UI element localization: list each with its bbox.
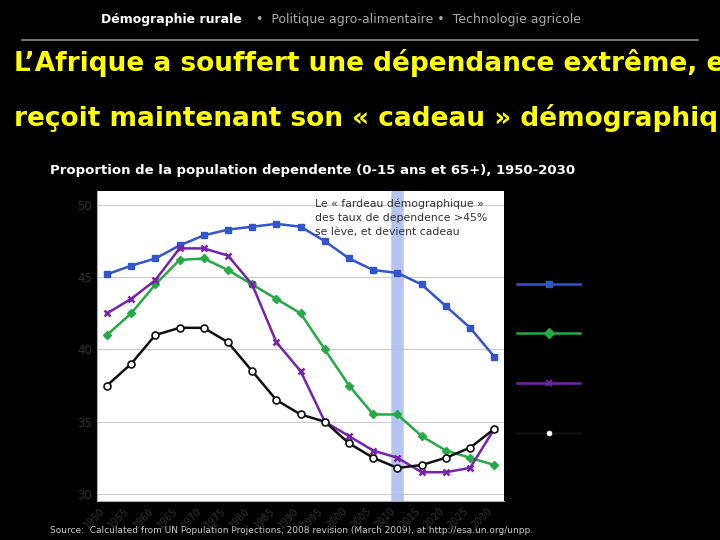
Text: Le « fardeau démographique »
des taux de dependence >45%
se lève, et devient cad: Le « fardeau démographique » des taux de… <box>315 198 487 237</box>
Text: •  Politique agro-alimentaire •  Technologie agricole: • Politique agro-alimentaire • Technolog… <box>256 13 580 26</box>
Text: SE Asia: SE Asia <box>592 378 633 388</box>
Text: Source:  Calculated from UN Population Projections, 2008 revision (March 2009), : Source: Calculated from UN Population Pr… <box>50 526 534 535</box>
Text: reçoit maintenant son « cadeau » démographique: reçoit maintenant son « cadeau » démogra… <box>14 104 720 132</box>
Text: Proportion de la population dependente (0-15 ans et 65+), 1950-2030: Proportion de la population dependente (… <box>50 164 575 177</box>
Text: L’Afrique a souffert une dépendance extrême, et: L’Afrique a souffert une dépendance extr… <box>14 49 720 77</box>
Text: Rest of World: Rest of World <box>592 428 665 438</box>
Text: Démographie rurale: Démographie rurale <box>101 13 241 26</box>
Text: S Asia: S Asia <box>592 328 626 339</box>
Text: SS Africa: SS Africa <box>592 279 642 289</box>
